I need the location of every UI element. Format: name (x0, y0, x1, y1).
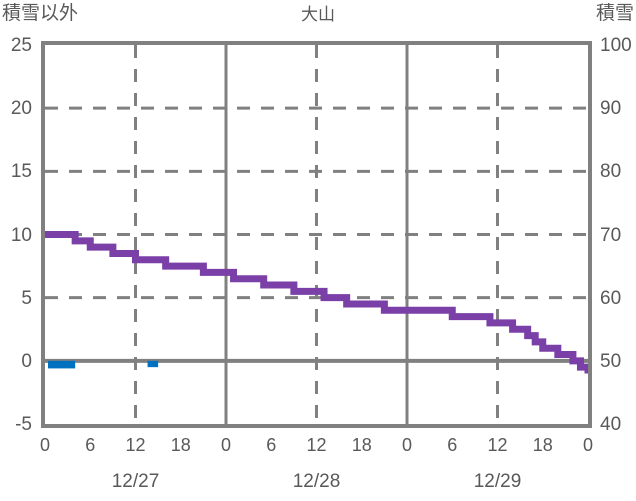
plot-inner (45, 45, 588, 424)
x-axis-tick-label: 0 (220, 435, 231, 455)
right-axis-tick-label: 100 (600, 35, 632, 56)
left-axis-tick-label: 25 (10, 35, 32, 56)
right-axis-tick-label: 40 (600, 414, 622, 435)
x-axis-tick-label: 18 (351, 435, 372, 455)
left-axis-tick-label: 5 (21, 287, 32, 309)
right-axis-tick-label: 50 (600, 350, 622, 372)
right-axis-tick-label: 70 (600, 224, 622, 246)
left-axis-tick-label: 20 (10, 98, 32, 120)
x-axis-tick-label: 0 (39, 435, 50, 455)
bar-mark (147, 360, 159, 368)
x-axis-tick-label: 12 (306, 435, 327, 455)
x-axis-date-label: 12/27 (111, 471, 160, 492)
x-axis-tick-label: 12 (487, 435, 508, 455)
plot-area (41, 41, 592, 428)
bar-mark (48, 360, 76, 369)
right-axis-tick-label: 90 (600, 98, 622, 120)
x-axis-tick-label: 6 (447, 435, 458, 455)
x-axis-tick-label: 0 (582, 435, 593, 455)
left-axis-tick-label: -5 (15, 414, 32, 435)
x-axis-tick-label: 18 (170, 435, 191, 455)
left-axis-tick-label: 15 (10, 161, 32, 183)
left-axis-tick-label: 0 (21, 350, 32, 372)
left-axis-title: 積雪以外 (2, 3, 79, 24)
chart-title: 大山 (301, 5, 335, 24)
left-axis-tick-label: 10 (10, 224, 32, 246)
right-axis-tick-label: 80 (600, 161, 622, 183)
x-axis-date-label: 12/29 (473, 471, 522, 492)
x-axis-tick-label: 0 (401, 435, 412, 455)
data-line (45, 231, 588, 374)
x-axis-tick-label: 6 (266, 435, 277, 455)
x-axis-date-label: 12/28 (292, 471, 341, 492)
right-axis-tick-label: 60 (600, 287, 622, 309)
x-axis-tick-label: 12 (125, 435, 146, 455)
x-axis-tick-label: 6 (85, 435, 96, 455)
right-axis-title: 積雪 (595, 3, 634, 24)
x-axis-tick-label: 18 (532, 435, 553, 455)
plot-svg (45, 45, 588, 424)
